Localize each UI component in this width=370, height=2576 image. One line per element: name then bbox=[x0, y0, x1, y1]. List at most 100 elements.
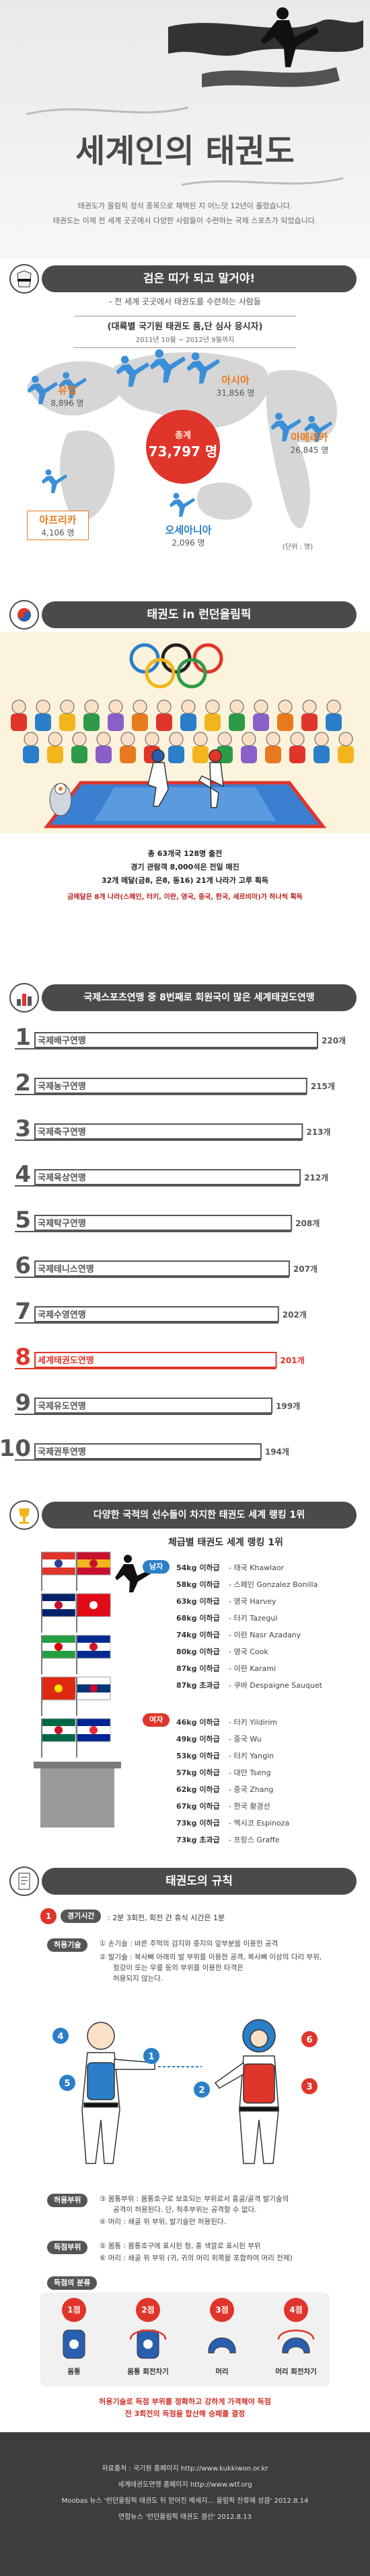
value-label: 220개 bbox=[322, 1036, 346, 1045]
title-holder: - 태국 Khawlaor bbox=[229, 1563, 285, 1572]
spectator-head bbox=[145, 732, 159, 746]
spectator-head bbox=[205, 699, 220, 714]
head-guard bbox=[208, 2337, 236, 2354]
rank-number: 4 bbox=[15, 1161, 31, 1188]
spectator-head bbox=[266, 732, 281, 746]
title-holder: - 이란 Nasr Azadany bbox=[229, 1631, 301, 1639]
total-name: 총계 bbox=[175, 431, 191, 441]
spectator-body bbox=[180, 714, 196, 731]
region-label: 아시아 31,856 명 bbox=[198, 373, 272, 398]
score-icon bbox=[63, 2329, 85, 2359]
weight-class: 63kg 이하급 bbox=[176, 1597, 220, 1606]
region-name: 아프리카 bbox=[39, 514, 77, 526]
score-badge: 4점 bbox=[284, 2298, 308, 2322]
region-name: 오세아니아 bbox=[165, 524, 212, 536]
head-guard bbox=[282, 2337, 310, 2354]
region-value: 8,896 명 bbox=[50, 398, 84, 408]
flags-illustration bbox=[34, 1551, 152, 1828]
title-holder: - 쿠바 Despaigne Sauquet bbox=[229, 1681, 322, 1690]
spectator-body bbox=[59, 714, 75, 731]
period: 2011년 10월 ~ 2012년 9월까지 bbox=[135, 337, 235, 344]
zones-label: 허용부위 bbox=[47, 2194, 88, 2207]
spectator-head bbox=[181, 699, 196, 714]
bar bbox=[34, 1260, 290, 1277]
rules-illustration: 1 2 3 4 5 6 bbox=[52, 2019, 318, 2164]
olympic-fact: 경기 관람객 8,000석은 전일 매진 bbox=[131, 863, 239, 871]
title-holder: - 프랑스 Graffe bbox=[229, 1836, 280, 1844]
spectator-head bbox=[302, 699, 317, 714]
spectator-body bbox=[229, 714, 245, 731]
marker-number: 3 bbox=[306, 2082, 312, 2092]
spectator-head bbox=[169, 732, 184, 746]
title-holder: - 멕시코 Espinoza bbox=[229, 1819, 290, 1828]
title-holder: - 이란 Karami bbox=[229, 1664, 276, 1673]
spectator-head bbox=[48, 732, 63, 746]
spectator-body bbox=[132, 714, 148, 731]
value-label: 199개 bbox=[276, 1402, 300, 1411]
footer bbox=[0, 2432, 370, 2576]
spectator-head bbox=[157, 699, 172, 714]
rule-text: ③ 몸통부위 : 몸통호구로 보호되는 부위로서 흉골/골격 발기술의 bbox=[100, 2195, 289, 2203]
world-map bbox=[27, 349, 338, 529]
score-badge: 1점 bbox=[62, 2298, 86, 2322]
source-line: Moobas 뉴스 '런던올림픽 태권도 뒤 얻어진 메세지… 올림픽 잔류에 … bbox=[61, 2497, 309, 2505]
weight-class: 68kg 이하급 bbox=[176, 1614, 220, 1623]
flag-emblem bbox=[89, 1643, 98, 1651]
rank-number: 9 bbox=[15, 1389, 31, 1416]
bar-label: 국제수영연맹 bbox=[38, 1310, 86, 1320]
region-label: 아프리카 4,106 명 bbox=[27, 511, 89, 540]
score-caption: 머리 회전차기 bbox=[275, 2368, 317, 2376]
spectator-head bbox=[193, 732, 208, 746]
spectator-body bbox=[156, 714, 172, 731]
section-heading: 태권도의 규칙 bbox=[42, 1868, 357, 1895]
region-name: 아메리카 bbox=[291, 431, 328, 443]
flag-emblem bbox=[89, 1684, 98, 1692]
weight-class: 53kg 이하급 bbox=[176, 1752, 220, 1760]
flag-emblem bbox=[54, 1601, 63, 1609]
bar bbox=[34, 1352, 277, 1368]
score-caption: 몸통 회전차기 bbox=[127, 2368, 169, 2376]
ranking-chart: 1 국제배구연맹 220개 2 국제농구연맹 215개 3 국제축구연맹 213개 4 국제육상연맹… bbox=[0, 1024, 346, 1462]
bar-label: 국제축구연맹 bbox=[38, 1127, 86, 1137]
spectator-body bbox=[192, 746, 209, 763]
bar-label: 국제배구연맹 bbox=[38, 1035, 86, 1046]
flag-emblem bbox=[89, 1601, 98, 1609]
spectator-body bbox=[35, 714, 51, 731]
rule-note: 전 3회전의 득점을 합산해 승패를 결정 bbox=[124, 2409, 246, 2418]
weight-class: 87kg 이하급 bbox=[176, 1664, 220, 1673]
techniques-label: 허용기술 bbox=[47, 1938, 88, 1952]
spectator-head bbox=[254, 699, 268, 714]
value-label: 208개 bbox=[295, 1219, 320, 1228]
intro-line: 태권도는 이제 전 세계 곳곳에서 다양한 사람들이 수련하는 국제 스포츠가 … bbox=[52, 216, 318, 225]
spectator-body bbox=[338, 746, 354, 763]
olympic-illustration bbox=[0, 632, 370, 833]
marker-circle bbox=[194, 2081, 210, 2098]
weight-class: 62kg 이하급 bbox=[176, 1785, 220, 1794]
section-icon bbox=[9, 600, 39, 630]
spectator-body bbox=[289, 746, 305, 763]
rule-text: ④ 머리 : 쇄골 위 부위, 발기술만 허용된다. bbox=[100, 2218, 226, 2226]
section-icon bbox=[9, 983, 39, 1013]
spectator-head bbox=[96, 732, 111, 746]
header-art bbox=[26, 7, 363, 186]
weight-class: 80kg 이하급 bbox=[176, 1647, 220, 1656]
region-value: 4,106 명 bbox=[41, 528, 75, 538]
flag-emblem bbox=[54, 1726, 63, 1734]
score-icon bbox=[277, 2329, 315, 2354]
section-heading: 다양한 국적의 선수들이 차지한 태권도 세계 랭킹 1위 bbox=[42, 1502, 357, 1529]
marker-circle bbox=[52, 2028, 69, 2044]
title-holder: - 한국 황경선 bbox=[229, 1802, 270, 1811]
spectator-head bbox=[133, 699, 147, 714]
rank-number: 7 bbox=[15, 1298, 31, 1325]
bar-label: 국제육상연맹 bbox=[38, 1172, 86, 1183]
spectator-body bbox=[205, 714, 221, 731]
bar-label: 국제테니스연맹 bbox=[38, 1264, 94, 1275]
value-label: 201개 bbox=[281, 1356, 305, 1365]
rule-text: ② 발기술 : 복사뼈 아래의 발 부위를 이용한 공격, 복사뼈 이상의 다리… bbox=[100, 1953, 322, 1961]
rank-number: 1 bbox=[15, 1024, 31, 1051]
men-label: 남자 bbox=[143, 1560, 170, 1574]
marker-number: 2 bbox=[198, 2086, 205, 2096]
olympic-fact: 금메달은 8개 나라(스페인, 터키, 이란, 영국, 중국, 한국, 세르비아… bbox=[67, 894, 303, 901]
